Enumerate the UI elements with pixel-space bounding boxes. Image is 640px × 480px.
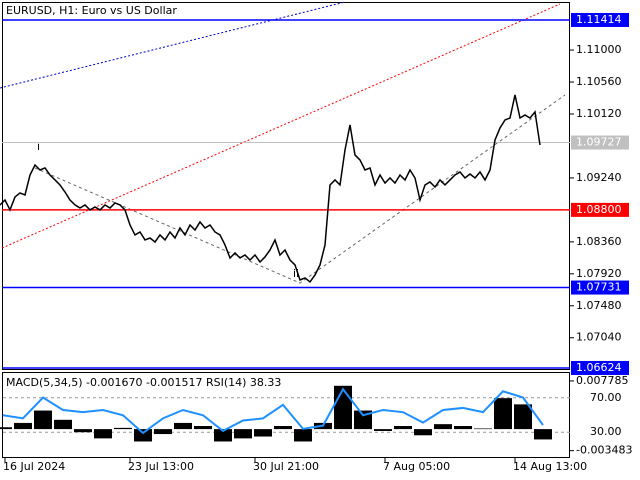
macd-bar (134, 429, 152, 442)
level-label-box (571, 202, 629, 217)
macd-bar (394, 426, 412, 430)
wave-line (34, 94, 566, 284)
macd-bar (14, 422, 32, 430)
level-label-box (571, 360, 629, 375)
macd-bar (494, 398, 512, 430)
macd-bar (74, 429, 92, 433)
x-tick-label: 14 Aug 13:00 (513, 460, 587, 473)
macd-bar (474, 428, 492, 430)
y2-tick-label: 70.00 (590, 391, 622, 404)
x-tick-label: 16 Jul 2024 (3, 460, 65, 473)
macd-bar (54, 419, 72, 430)
macd-bar (114, 427, 132, 430)
y-tick-label: 1.07920 (576, 267, 622, 280)
level-label: 1.07731 (576, 281, 622, 294)
macd-bar (94, 429, 112, 439)
macd-bar (0, 427, 12, 430)
macd-bar (274, 426, 292, 430)
macd-bar (234, 429, 252, 439)
macd-bar (34, 410, 52, 430)
level-label: 1.09727 (576, 136, 622, 149)
y-tick-label: 1.10120 (576, 107, 622, 120)
macd-bar (294, 429, 312, 442)
y-tick-label: 1.07040 (576, 331, 622, 344)
level-label-box (571, 12, 629, 27)
y-tick-label: 0.007785 (576, 374, 629, 387)
macd-bar (354, 410, 372, 430)
level-label-box (571, 135, 629, 150)
y-tick-label: 1.10560 (576, 75, 622, 88)
price-line (0, 94, 541, 284)
y-tick-label: 1.08360 (576, 235, 622, 248)
x-tick-label: 30 Jul 21:00 (253, 460, 319, 473)
level-label: 1.11414 (576, 13, 622, 26)
macd-bar (534, 429, 552, 440)
macd-bar (154, 429, 172, 435)
main-panel-frame (2, 2, 570, 370)
macd-bar (514, 404, 532, 430)
macd-bar (414, 429, 432, 436)
macd-bar (214, 429, 232, 442)
macd-bar (454, 426, 472, 430)
macd-bar (374, 429, 392, 431)
y-tick-label: -0.003483 (576, 444, 632, 457)
macd-bar (194, 426, 212, 430)
wave-label: i (37, 140, 40, 153)
wave-label: ii (293, 267, 299, 280)
y-tick-label: 1.09240 (576, 171, 622, 184)
macd-bar (174, 422, 192, 430)
macd-bar (334, 385, 352, 430)
x-tick-label: 23 Jul 13:00 (128, 460, 194, 473)
trend-line (0, 1, 346, 89)
indicator-title: MACD(5,34,5) -0.001670 -0.001517 RSI(14)… (6, 376, 281, 389)
rsi-line (2, 387, 544, 435)
x-tick-label: 7 Aug 05:00 (383, 460, 450, 473)
y-tick-label: 1.07480 (576, 299, 622, 312)
level-label: 1.06624 (576, 361, 622, 374)
level-label-box (571, 280, 629, 295)
y-tick-label: 1.11000 (576, 43, 622, 56)
macd-bar (434, 424, 452, 430)
level-label: 1.08800 (576, 203, 622, 216)
y2-tick-label: 30.00 (590, 425, 622, 438)
chart-title: EURUSD, H1: Euro vs US Dollar (6, 4, 177, 17)
macd-bar (254, 429, 272, 437)
indicator-panel-frame (2, 372, 570, 458)
